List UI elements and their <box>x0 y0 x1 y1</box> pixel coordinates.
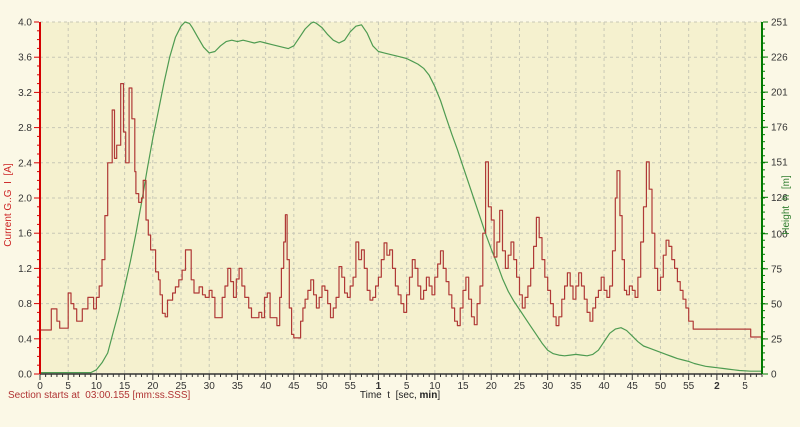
left-tick-label: 0.8 <box>18 299 32 310</box>
right-tick-label: 151 <box>771 158 788 169</box>
right-tick-label: 201 <box>771 88 788 99</box>
current-series <box>40 83 762 339</box>
left-tick-label: 1.6 <box>18 229 32 240</box>
left-tick-label: 2.4 <box>18 158 32 169</box>
left-tick-label: 4.0 <box>18 18 32 29</box>
left-tick-label: 3.2 <box>18 88 32 99</box>
section-start-note: Section starts at 03:00.155 [mm:ss.SSS] <box>8 390 191 401</box>
left-tick-label: 2.0 <box>18 194 32 205</box>
right-tick-label: 25 <box>771 334 783 345</box>
x-tick-label: 40 <box>260 381 272 392</box>
left-axis <box>34 21 41 375</box>
height-series <box>40 21 762 374</box>
right-axis <box>761 21 768 375</box>
x-axis-title: Time t [sec, min] <box>300 390 500 401</box>
x-tick-label: 1 <box>376 381 382 392</box>
x-tick-label: 40 <box>599 381 611 392</box>
x-tick-label: 5 <box>404 381 410 392</box>
gridlines <box>40 21 762 374</box>
right-tick-label: 75 <box>771 264 783 275</box>
x-tick-label: 10 <box>91 381 103 392</box>
x-tick-label: 45 <box>288 381 300 392</box>
x-tick-label: 15 <box>119 381 131 392</box>
x-axis-title-bold-unit: min <box>419 390 438 401</box>
x-tick-label: 35 <box>570 381 582 392</box>
x-tick-label: 5 <box>742 381 748 392</box>
x-tick-label: 30 <box>542 381 554 392</box>
right-tick-label: 226 <box>771 53 788 64</box>
x-tick-label: 35 <box>232 381 244 392</box>
x-axis-title-prefix: Time t [sec, <box>359 390 420 401</box>
x-tick-label: 10 <box>429 381 441 392</box>
x-tick-label: 45 <box>627 381 639 392</box>
right-tick-label: 0 <box>771 370 777 381</box>
x-tick-label: 50 <box>316 381 328 392</box>
x-tick-label: 25 <box>175 381 187 392</box>
right-tick-label: 50 <box>771 299 783 310</box>
x-tick-label: 50 <box>655 381 667 392</box>
x-axis <box>39 373 763 380</box>
x-tick-label: 25 <box>514 381 526 392</box>
x-axis-title-suffix: ] <box>437 390 441 401</box>
left-axis-title: Current G..G I [A] <box>3 163 14 247</box>
x-tick-label: 20 <box>147 381 159 392</box>
left-tick-label: 3.6 <box>18 53 32 64</box>
left-tick-label: 0.4 <box>18 334 32 345</box>
x-tick-label: 55 <box>345 381 357 392</box>
x-tick-label: 15 <box>457 381 469 392</box>
x-tick-label: 2 <box>714 381 720 392</box>
left-tick-label: 0.0 <box>18 370 32 381</box>
x-tick-label: 0 <box>37 381 43 392</box>
x-tick-label: 5 <box>65 381 71 392</box>
right-tick-label: 251 <box>771 18 788 29</box>
x-tick-label: 55 <box>683 381 695 392</box>
x-tick-label: 20 <box>486 381 498 392</box>
right-tick-label: 176 <box>771 123 788 134</box>
right-tick-label: 126 <box>771 193 788 204</box>
left-tick-label: 1.2 <box>18 264 32 275</box>
right-tick-label: 100 <box>771 229 788 240</box>
x-tick-label: 30 <box>204 381 216 392</box>
right-axis-title: Height h [m] <box>781 175 792 235</box>
left-tick-label: 2.8 <box>18 123 32 134</box>
